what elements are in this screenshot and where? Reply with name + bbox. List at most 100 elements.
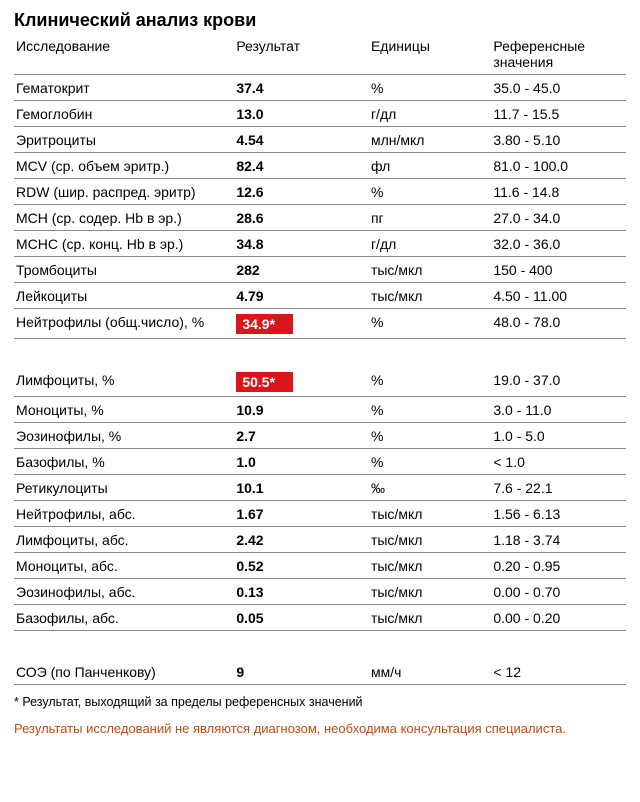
- table-row: Базофилы, абс.0.05тыс/мкл0.00 - 0.20: [14, 605, 626, 631]
- table-row: Моноциты, %10.9%3.0 - 11.0: [14, 397, 626, 423]
- cell-reference: 1.56 - 6.13: [491, 501, 626, 527]
- table-row: Гематокрит37.4%35.0 - 45.0: [14, 75, 626, 101]
- cell-test: Эозинофилы, абс.: [14, 579, 234, 605]
- cell-result: 13.0: [234, 101, 369, 127]
- table-row: Нейтрофилы, абс.1.67тыс/мкл1.56 - 6.13: [14, 501, 626, 527]
- cell-result: 0.05: [234, 605, 369, 631]
- col-result: Результат: [234, 33, 369, 75]
- cell-result: 37.4: [234, 75, 369, 101]
- cell-result: 12.6: [234, 179, 369, 205]
- table-row: Гемоглобин13.0г/дл11.7 - 15.5: [14, 101, 626, 127]
- cell-result: 10.9: [234, 397, 369, 423]
- report-title: Клинический анализ крови: [14, 10, 626, 31]
- cell-test: Эозинофилы, %: [14, 423, 234, 449]
- cell-reference: 35.0 - 45.0: [491, 75, 626, 101]
- cell-reference: < 12: [491, 659, 626, 685]
- cell-test: Ретикулоциты: [14, 475, 234, 501]
- cell-result: 0.13: [234, 579, 369, 605]
- cell-unit: г/дл: [369, 231, 491, 257]
- table-row: СОЭ (по Панченкову)9мм/ч< 12: [14, 659, 626, 685]
- cell-result: 9: [234, 659, 369, 685]
- cell-unit: тыс/мкл: [369, 579, 491, 605]
- cell-result: 82.4: [234, 153, 369, 179]
- table-row: MCHC (ср. конц. Hb в эр.)34.8г/дл32.0 - …: [14, 231, 626, 257]
- table-row: Эозинофилы, %2.7%1.0 - 5.0: [14, 423, 626, 449]
- cell-reference: 1.18 - 3.74: [491, 527, 626, 553]
- cell-unit: %: [369, 423, 491, 449]
- cell-test: Базофилы, абс.: [14, 605, 234, 631]
- cell-unit: тыс/мкл: [369, 527, 491, 553]
- cell-test: Эритроциты: [14, 127, 234, 153]
- cell-result: 1.0: [234, 449, 369, 475]
- table-row: Эозинофилы, абс.0.13тыс/мкл0.00 - 0.70: [14, 579, 626, 605]
- cell-reference: 150 - 400: [491, 257, 626, 283]
- cell-test: Гематокрит: [14, 75, 234, 101]
- cell-test: Нейтрофилы, абс.: [14, 501, 234, 527]
- table-row: Эритроциты4.54млн/мкл3.80 - 5.10: [14, 127, 626, 153]
- cell-result: 4.54: [234, 127, 369, 153]
- cell-test: Лимфоциты, %: [14, 367, 234, 397]
- cell-test: Моноциты, абс.: [14, 553, 234, 579]
- cell-test: MCHC (ср. конц. Hb в эр.): [14, 231, 234, 257]
- cell-result: 10.1: [234, 475, 369, 501]
- cell-test: MCH (ср. содер. Hb в эр.): [14, 205, 234, 231]
- cell-test: Лимфоциты, абс.: [14, 527, 234, 553]
- cell-unit: г/дл: [369, 101, 491, 127]
- cell-unit: тыс/мкл: [369, 501, 491, 527]
- cell-reference: 27.0 - 34.0: [491, 205, 626, 231]
- table-row: Лимфоциты, %50.5*%19.0 - 37.0: [14, 367, 626, 397]
- cell-reference: 0.20 - 0.95: [491, 553, 626, 579]
- table-row: MCH (ср. содер. Hb в эр.)28.6пг27.0 - 34…: [14, 205, 626, 231]
- cell-unit: мм/ч: [369, 659, 491, 685]
- cell-unit: %: [369, 449, 491, 475]
- cell-result: 2.7: [234, 423, 369, 449]
- cell-reference: 32.0 - 36.0: [491, 231, 626, 257]
- table-row: Нейтрофилы (общ.число), %34.9*%48.0 - 78…: [14, 309, 626, 339]
- cell-reference: 3.0 - 11.0: [491, 397, 626, 423]
- table-row: Лимфоциты, абс.2.42тыс/мкл1.18 - 3.74: [14, 527, 626, 553]
- cell-test: Нейтрофилы (общ.число), %: [14, 309, 234, 339]
- table-row: Лейкоциты4.79тыс/мкл4.50 - 11.00: [14, 283, 626, 309]
- cell-unit: тыс/мкл: [369, 283, 491, 309]
- cell-result: 1.67: [234, 501, 369, 527]
- col-units: Единицы: [369, 33, 491, 75]
- col-test: Исследование: [14, 33, 234, 75]
- cell-reference: 11.7 - 15.5: [491, 101, 626, 127]
- cell-reference: 4.50 - 11.00: [491, 283, 626, 309]
- cell-reference: 0.00 - 0.20: [491, 605, 626, 631]
- disclaimer: Результаты исследований не являются диаг…: [14, 721, 626, 736]
- table-row: MCV (ср. объем эритр.)82.4фл81.0 - 100.0: [14, 153, 626, 179]
- cell-unit: тыс/мкл: [369, 605, 491, 631]
- cell-test: MCV (ср. объем эритр.): [14, 153, 234, 179]
- cell-reference: < 1.0: [491, 449, 626, 475]
- cell-unit: %: [369, 179, 491, 205]
- cell-unit: млн/мкл: [369, 127, 491, 153]
- cell-reference: 19.0 - 37.0: [491, 367, 626, 397]
- table-row: Базофилы, %1.0%< 1.0: [14, 449, 626, 475]
- table-row: RDW (шир. распред. эритр)12.6%11.6 - 14.…: [14, 179, 626, 205]
- cell-test: RDW (шир. распред. эритр): [14, 179, 234, 205]
- cell-unit: ‰: [369, 475, 491, 501]
- cell-test: Базофилы, %: [14, 449, 234, 475]
- cell-unit: %: [369, 367, 491, 397]
- col-reference: Референсные значения: [491, 33, 626, 75]
- cell-reference: 3.80 - 5.10: [491, 127, 626, 153]
- cell-unit: фл: [369, 153, 491, 179]
- table-row: [14, 631, 626, 660]
- cell-reference: 11.6 - 14.8: [491, 179, 626, 205]
- cell-test: СОЭ (по Панченкову): [14, 659, 234, 685]
- cell-result: 34.8: [234, 231, 369, 257]
- cell-result: 0.52: [234, 553, 369, 579]
- footnote: * Результат, выходящий за пределы рефере…: [14, 695, 626, 709]
- cell-reference: 7.6 - 22.1: [491, 475, 626, 501]
- cell-result: 282: [234, 257, 369, 283]
- table-row: Моноциты, абс.0.52тыс/мкл0.20 - 0.95: [14, 553, 626, 579]
- header-row: Исследование Результат Единицы Референсн…: [14, 33, 626, 75]
- cell-unit: %: [369, 397, 491, 423]
- results-table: Исследование Результат Единицы Референсн…: [14, 33, 626, 685]
- cell-reference: 81.0 - 100.0: [491, 153, 626, 179]
- cell-reference: 48.0 - 78.0: [491, 309, 626, 339]
- cell-result: 28.6: [234, 205, 369, 231]
- cell-unit: %: [369, 75, 491, 101]
- cell-result: 50.5*: [234, 367, 369, 397]
